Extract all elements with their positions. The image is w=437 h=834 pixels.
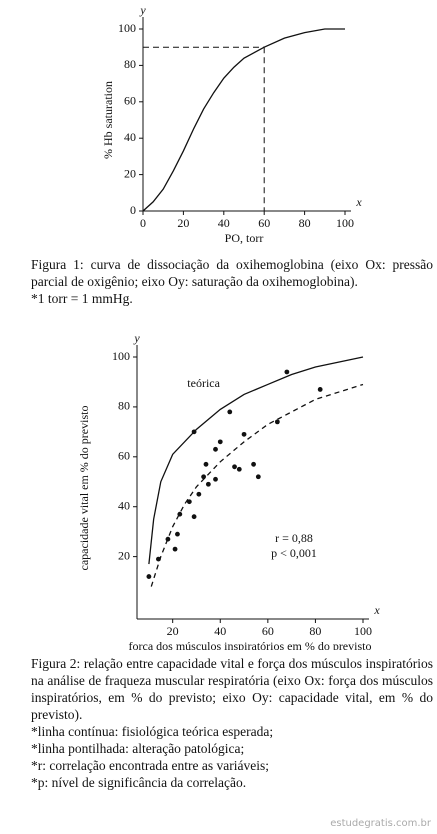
y-tick-label: 40 [124, 130, 136, 144]
caption: Figura 1: curva de dissociação da oxihem… [31, 256, 433, 307]
point [227, 409, 233, 415]
x-tick-label: 40 [218, 216, 230, 230]
axis-letter: y [133, 335, 140, 345]
caption-text: Figura 2: relação entre capacidade vital… [31, 656, 433, 722]
point [317, 387, 323, 392]
x-tick-label: 80 [299, 216, 311, 230]
point [165, 536, 171, 542]
y-tick-label: 60 [118, 449, 130, 463]
point [191, 514, 197, 520]
point [284, 369, 290, 375]
x-tick-label: 20 [167, 624, 179, 638]
axis-letter: x [373, 603, 380, 617]
point [255, 474, 261, 480]
y-tick-label: 80 [118, 399, 130, 413]
x-tick-label: 20 [177, 216, 189, 230]
point [156, 556, 161, 562]
axis-letter: y [139, 3, 146, 17]
point [175, 531, 180, 537]
y-tick-label: 100 [118, 21, 136, 35]
data-line [142, 28, 345, 212]
point [213, 476, 218, 482]
y-tick-label: 0 [130, 203, 136, 217]
caption-note: *p: nível de significância da correlação… [31, 775, 247, 790]
x-tick-label: 60 [262, 624, 274, 638]
x-axis-label: PO, torr [225, 231, 264, 245]
y-tick-label: 20 [118, 548, 130, 562]
caption-note: *linha pontilhada: alteração patológica; [31, 741, 245, 756]
caption-note: *r: correlação encontrada entre as variá… [31, 758, 269, 773]
point [232, 464, 237, 470]
x-tick-label: 100 [354, 624, 372, 638]
point [241, 431, 247, 437]
data-line [148, 356, 364, 565]
x-tick-label: 100 [336, 216, 354, 230]
y-tick-label: 60 [124, 94, 136, 108]
y-tick-label: 40 [118, 498, 130, 512]
point [274, 419, 280, 425]
footer: estudegratis.com.br [330, 818, 431, 829]
annotation: p < 0,001 [271, 546, 317, 560]
point [205, 481, 211, 487]
y-tick-label: 80 [124, 57, 136, 71]
point [191, 429, 197, 435]
caption-note: *1 torr = 1 mmHg. [31, 291, 133, 306]
x-tick-label: 40 [214, 624, 226, 638]
point [177, 511, 183, 517]
y-axis-label: capacidade vital em % do previsto [77, 406, 91, 571]
x-tick-label: 80 [309, 624, 321, 638]
point [213, 446, 218, 452]
axis-letter: x [355, 195, 362, 209]
point [196, 491, 202, 497]
x-tick-label: 60 [258, 216, 270, 230]
chart: y x 0 20 40 60 80 100 0 20 40 60 80 100 PO, torr % Hb s… [101, 3, 363, 245]
x-tick-label: 0 [140, 216, 146, 230]
series-label: teórica [187, 376, 220, 390]
y-tick-label: 20 [124, 166, 136, 180]
x-axis-label: força dos músculos inspiratórios em % do… [129, 639, 372, 650]
point [236, 466, 242, 472]
point [186, 499, 192, 505]
annotation: r = 0,88 [275, 531, 313, 545]
data-line [150, 383, 364, 587]
caption-text: Figura 1: curva de dissociação da oxihem… [31, 257, 433, 289]
point [172, 546, 178, 552]
point [251, 461, 256, 467]
caption-note: *linha contínua: fisiológica teórica esp… [31, 724, 274, 739]
point [146, 574, 152, 579]
point [217, 439, 223, 445]
y-tick-label: 100 [112, 349, 130, 363]
point [201, 474, 207, 480]
y-axis-label: % Hb saturation [101, 81, 115, 159]
point [203, 461, 209, 467]
caption: Figura 2: relação entre capacidade vital… [31, 655, 433, 791]
